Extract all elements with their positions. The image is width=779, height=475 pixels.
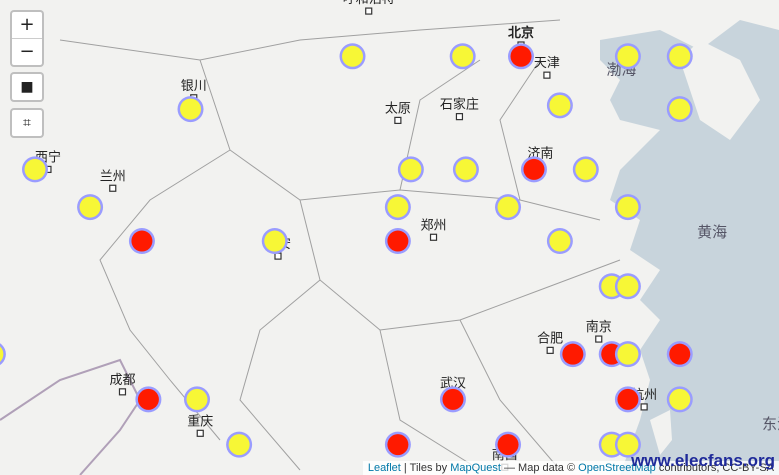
marker-high-20[interactable] <box>387 230 409 252</box>
marker-low-15[interactable] <box>387 196 409 218</box>
place-label-1: 北京 <box>508 25 534 41</box>
leaflet-link[interactable]: Leaflet <box>367 462 401 474</box>
place-dot-2 <box>543 71 551 79</box>
marker-low-2[interactable] <box>452 45 474 67</box>
marker-low-33[interactable] <box>669 388 691 410</box>
marker-high-35[interactable] <box>387 434 409 456</box>
mapquest-link[interactable]: MapQuest <box>450 462 501 474</box>
place-label-16: 武汉 <box>440 377 466 392</box>
place-dot-17 <box>640 403 648 411</box>
taiwan <box>650 410 672 455</box>
place-label-18: 重庆 <box>187 413 213 429</box>
zoom-control: + − <box>10 10 44 67</box>
province-border-3 <box>299 199 621 331</box>
marker-low-16[interactable] <box>497 196 519 218</box>
place-label-15: 成都 <box>109 373 135 388</box>
place-label-19: 东海 <box>762 415 779 433</box>
marker-low-21[interactable] <box>549 230 571 252</box>
place-dot-5 <box>394 116 402 125</box>
place-dot-18 <box>196 429 204 437</box>
attr-text-3: contributors, CC-BY-SA <box>655 462 774 474</box>
marker-low-1[interactable] <box>342 45 364 67</box>
marker-high-32[interactable] <box>617 388 639 410</box>
province-border-0 <box>59 19 561 61</box>
place-label-14: 南京 <box>586 319 612 335</box>
place-dot-6 <box>455 113 464 121</box>
marker-low-8[interactable] <box>669 98 691 120</box>
marker-high-12[interactable] <box>523 158 545 180</box>
marker-high-31[interactable] <box>442 388 464 410</box>
province-border-5 <box>379 329 481 471</box>
marker-low-17[interactable] <box>617 196 639 218</box>
marker-low-24[interactable] <box>0 344 4 365</box>
marker-low-13[interactable] <box>575 158 597 180</box>
marker-low-5[interactable] <box>669 45 691 67</box>
place-dot-14 <box>595 335 603 343</box>
peninsula <box>680 40 760 140</box>
place-dot-9 <box>109 184 117 192</box>
province-border-4 <box>239 279 321 471</box>
zoom-out-button[interactable]: − <box>12 38 42 65</box>
attr-text-1: | Tiles by <box>400 462 451 474</box>
marker-high-36[interactable] <box>497 434 519 456</box>
marker-low-7[interactable] <box>549 94 571 116</box>
place-label-13: 合肥 <box>537 331 563 346</box>
crop-control: ⌗ <box>10 108 44 138</box>
attribution: Leaflet | Tiles by MapQuest — Map data ©… <box>362 461 779 475</box>
place-label-2: 天津 <box>534 56 560 71</box>
province-border-1 <box>199 59 601 221</box>
marker-low-38[interactable] <box>617 434 639 456</box>
draw-control: ■ <box>10 72 44 102</box>
province-border-8 <box>499 59 541 201</box>
marker-low-34[interactable] <box>228 434 250 456</box>
country-border <box>0 358 142 475</box>
marker-low-19[interactable] <box>264 230 286 252</box>
marker-low-14[interactable] <box>79 196 101 218</box>
marker-low-30[interactable] <box>186 388 208 410</box>
place-label-12: 黄海 <box>697 223 727 241</box>
marker-low-27[interactable] <box>617 343 639 365</box>
place-label-6: 石家庄 <box>440 97 479 113</box>
draw-rectangle-button[interactable]: ■ <box>20 79 34 95</box>
attr-text-2: — Map data © <box>500 462 579 474</box>
marker-high-28[interactable] <box>669 343 691 365</box>
marker-low-9[interactable] <box>24 158 46 180</box>
marker-low-23[interactable] <box>617 275 639 297</box>
place-label-4: 银川 <box>181 79 207 94</box>
place-label-0: 呼和浩特 <box>343 0 395 7</box>
place-dot-0 <box>365 7 373 15</box>
place-label-5: 太原 <box>385 101 411 116</box>
marker-high-25[interactable] <box>562 343 584 365</box>
place-dot-10 <box>429 233 438 241</box>
watermark: www.elecfans.org <box>631 451 775 470</box>
osm-link[interactable]: OpenStreetMap <box>578 462 656 474</box>
place-dot-13 <box>546 346 554 354</box>
province-border-2 <box>99 149 231 441</box>
marker-low-4[interactable] <box>617 45 639 67</box>
marker-low-6[interactable] <box>180 98 202 120</box>
marker-high-29[interactable] <box>137 388 159 410</box>
zoom-in-button[interactable]: + <box>19 14 35 35</box>
marker-high-3[interactable] <box>510 45 532 67</box>
marker-high-18[interactable] <box>131 230 153 252</box>
place-label-10: 郑州 <box>421 218 447 233</box>
marker-low-11[interactable] <box>455 158 477 180</box>
marker-low-10[interactable] <box>400 158 422 180</box>
place-label-9: 兰州 <box>100 169 126 184</box>
crop-icon[interactable]: ⌗ <box>23 115 31 131</box>
place-dot-15 <box>118 388 127 396</box>
province-border-6 <box>459 319 561 471</box>
